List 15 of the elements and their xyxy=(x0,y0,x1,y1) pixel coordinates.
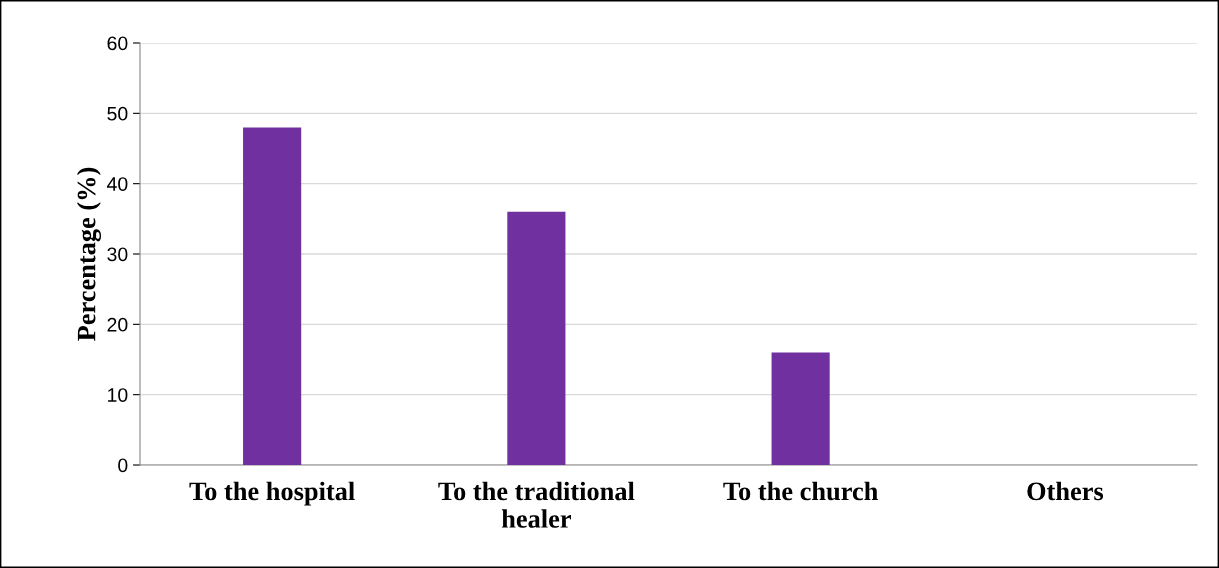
y-tick-label: 20 xyxy=(107,317,128,332)
x-tick-label: To the church xyxy=(723,481,878,501)
bar xyxy=(243,127,302,465)
x-tick-label: Others xyxy=(1027,481,1104,501)
y-tick-label: 40 xyxy=(107,177,128,191)
y-tick-label: 50 xyxy=(107,106,128,121)
bar xyxy=(507,211,566,465)
bar xyxy=(771,352,830,465)
y-tick-label: 0 xyxy=(118,458,128,473)
y-tick-label: 10 xyxy=(108,388,128,402)
x-tick-label: To the traditional healer xyxy=(438,481,635,528)
x-tick-label: To the hospital xyxy=(189,481,355,506)
y-tick-label: 60 xyxy=(107,36,128,51)
y-tick-label: 30 xyxy=(107,247,128,262)
y-axis-title: Percentage (%) xyxy=(76,167,102,341)
